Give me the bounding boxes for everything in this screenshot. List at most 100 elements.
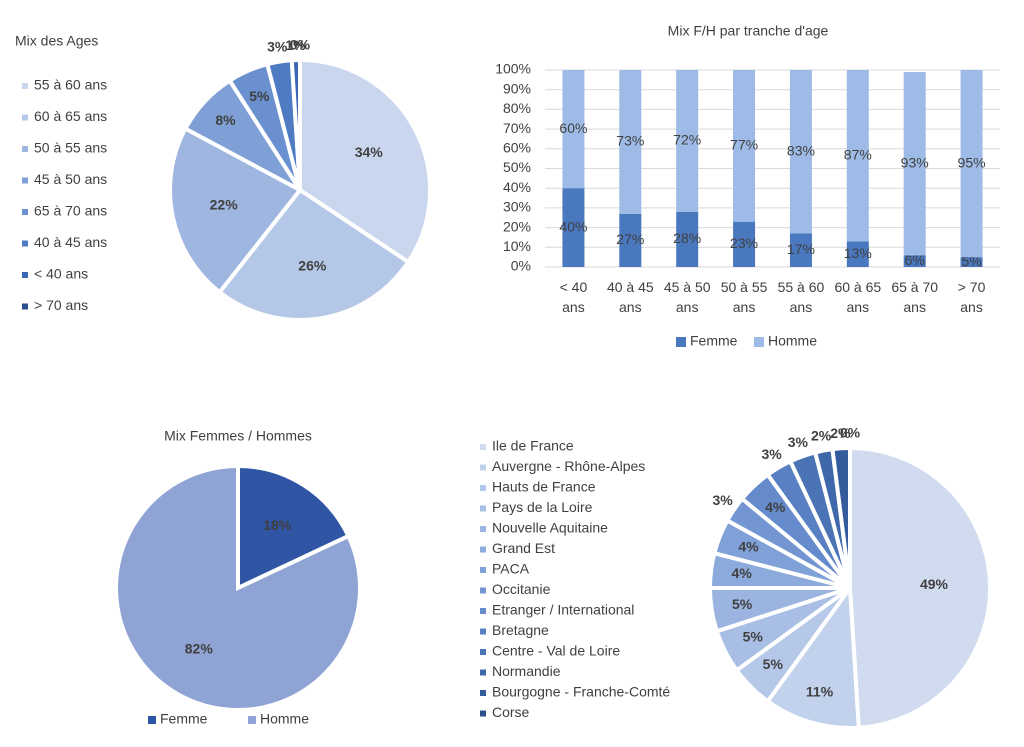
legend-swatch (248, 716, 256, 724)
data-label: 3% (761, 446, 782, 462)
bar-segment (960, 257, 983, 267)
chart-title: Mix des Ages (15, 33, 98, 49)
legend-swatch (480, 710, 486, 717)
y-tick-label: 80% (503, 100, 531, 116)
bar-segment (676, 70, 699, 212)
chart-title: Mix F/H par tranche d'age (668, 23, 829, 39)
data-label: 5% (732, 596, 753, 612)
legend-swatch (480, 567, 486, 573)
bar-segment (733, 70, 756, 222)
bar-segment (562, 188, 585, 267)
legend-label: 65 à 70 ans (34, 203, 107, 219)
legend-label: Normandie (492, 663, 561, 679)
legend-swatch (22, 209, 28, 215)
legend-label: Hauts de France (492, 479, 596, 495)
y-tick-label: 40% (503, 179, 531, 195)
bar-segment (846, 241, 869, 267)
data-label: 8% (215, 112, 236, 128)
bar-segment (789, 233, 812, 267)
legend-label: Homme (768, 333, 817, 349)
data-label: 73% (616, 133, 644, 149)
legend-swatch (480, 464, 486, 471)
data-label: 82% (185, 641, 214, 657)
legend-swatch (480, 587, 486, 594)
data-label: 26% (298, 258, 327, 274)
bar-segment (903, 71, 926, 256)
legend-label: 55 à 60 ans (34, 77, 107, 93)
data-label: 11% (806, 684, 834, 700)
legend-swatch (22, 146, 28, 152)
legend-swatch (480, 690, 486, 696)
legend-label: PACA (492, 561, 530, 577)
data-label: 1% (285, 37, 306, 53)
data-label: 40% (559, 218, 587, 234)
legend-swatch (480, 649, 486, 655)
data-label: 60% (559, 120, 587, 136)
legend-swatch (480, 608, 486, 614)
data-label: 2% (811, 427, 832, 443)
x-tick-label: 45 à 50 ans (663, 279, 711, 315)
legend-swatch (480, 505, 486, 512)
legend-swatch (22, 177, 28, 184)
data-label: 5% (249, 88, 270, 104)
data-label: 4% (765, 499, 786, 515)
data-label: 6% (905, 252, 925, 268)
bar-segment (619, 213, 642, 267)
pie-slice (216, 187, 412, 322)
x-tick-label: 40 à 45 ans (606, 279, 654, 315)
legend-swatch (22, 240, 28, 247)
data-label: 77% (730, 137, 758, 153)
chart-title: Mix Femmes / Hommes (164, 428, 312, 444)
data-label: 23% (730, 235, 758, 251)
data-label: 83% (787, 142, 815, 158)
legend-label: Corse (492, 704, 530, 720)
legend-label: Occitanie (492, 581, 551, 597)
legend-label: 60 à 65 ans (34, 108, 107, 124)
data-label: 3% (788, 434, 809, 450)
y-tick-label: 0% (511, 258, 531, 274)
data-label: 18% (263, 517, 292, 533)
x-tick-label: 50 à 55 ans (720, 279, 768, 315)
data-label: 5% (743, 628, 764, 644)
x-tick-label: 65 à 70 ans (891, 279, 939, 315)
bar-segment (562, 70, 585, 189)
bar-segment (846, 70, 869, 242)
legend-label: Grand Est (492, 540, 555, 556)
legend-label: Etranger / International (492, 602, 634, 618)
legend-label: Auvergne - Rhône-Alpes (492, 458, 645, 474)
legend-label: Nouvelle Aquitaine (492, 520, 608, 536)
legend-label: > 70 ans (34, 297, 88, 313)
data-label: 5% (763, 656, 784, 672)
legend-label: Ile de France (492, 438, 574, 454)
y-tick-label: 60% (503, 140, 531, 156)
legend-label: Bourgogne - Franche-Comté (492, 684, 670, 700)
data-label: 13% (844, 245, 872, 261)
data-label: 72% (673, 132, 701, 148)
pie-slice (168, 125, 304, 295)
data-label: 49% (920, 576, 949, 592)
x-tick-label: < 40 ans (559, 279, 588, 315)
legend-swatch (22, 272, 28, 278)
pie-slice (236, 463, 352, 592)
legend-swatch (480, 628, 486, 635)
bar-segment (960, 70, 983, 258)
x-tick-label: > 70 ans (957, 279, 986, 315)
y-tick-label: 30% (503, 199, 531, 215)
legend-swatch (22, 114, 28, 121)
legend-label: 40 à 45 ans (34, 234, 107, 250)
y-tick-label: 20% (503, 218, 531, 234)
y-tick-label: 50% (503, 159, 531, 175)
data-label: 95% (958, 154, 986, 170)
legend-swatch (480, 485, 486, 491)
pie-slice (764, 582, 861, 730)
legend-label: Pays de la Loire (492, 499, 593, 515)
legend-swatch (480, 526, 486, 532)
y-tick-label: 70% (503, 120, 531, 136)
y-tick-label: 90% (503, 80, 531, 96)
legend-label: Femme (160, 711, 208, 727)
legend-swatch (480, 669, 486, 676)
y-tick-label: 100% (495, 61, 531, 77)
legend-swatch (480, 444, 486, 450)
data-label: 93% (901, 154, 929, 170)
